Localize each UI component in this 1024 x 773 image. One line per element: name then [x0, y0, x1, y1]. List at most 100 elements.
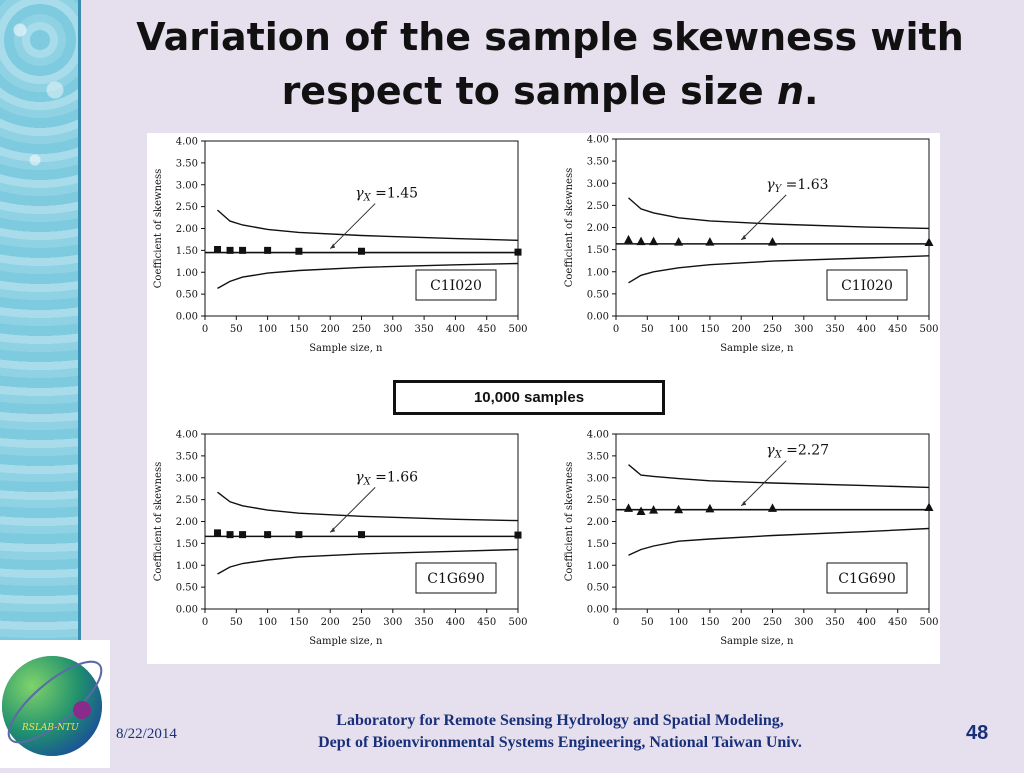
x-tick-label: 450 [477, 324, 496, 335]
y-tick-label: 3.00 [587, 473, 609, 484]
series-label-box [415, 269, 497, 301]
y-tick-label: 1.00 [587, 561, 609, 572]
y-tick-label: 1.00 [176, 268, 198, 279]
x-tick-label: 100 [258, 324, 277, 335]
y-tick-label: 2.00 [587, 517, 609, 528]
mean-point [674, 237, 684, 246]
series-upper-bound [217, 491, 519, 522]
x-tick-label: 300 [383, 324, 402, 335]
x-tick-label: 200 [321, 324, 340, 335]
x-axis-label: Sample size, n [720, 343, 794, 354]
y-tick-label: 1.50 [176, 246, 198, 257]
x-tick-label: 300 [794, 324, 813, 335]
y-axis-label: Coefficient of skewness [153, 462, 164, 581]
y-tick-label: 2.50 [587, 201, 609, 212]
gamma-value: =1.66 [371, 469, 418, 485]
mean-point [768, 503, 777, 512]
footer-lab-line1: Laboratory for Remote Sensing Hydrology … [336, 712, 784, 729]
slide-title-text: Variation of the sample skewness with re… [136, 15, 964, 113]
x-tick-label: 250 [763, 617, 782, 628]
x-tick-label: 400 [857, 324, 876, 335]
x-tick-label: 0 [202, 324, 208, 335]
mean-point [358, 247, 365, 255]
footer-date: 8/22/2014 [116, 726, 177, 742]
x-tick-label: 50 [230, 324, 243, 335]
y-tick-label: 0.00 [587, 605, 609, 616]
gamma-arrow [740, 460, 787, 507]
x-tick-label: 350 [415, 324, 434, 335]
y-tick-label: 0.00 [587, 312, 609, 323]
y-tick-label: 2.50 [176, 495, 198, 506]
mean-point [264, 531, 272, 539]
y-tick-label: 3.50 [587, 451, 609, 462]
y-axis-label: Coefficient of skewness [564, 462, 575, 581]
series-upper-bound [628, 197, 930, 230]
x-tick-label: 50 [641, 324, 654, 335]
mean-point [924, 502, 934, 511]
mean-point [624, 503, 634, 512]
x-tick-label: 200 [732, 324, 751, 335]
gamma-arrow-head [330, 243, 336, 249]
gamma-subscript: X [363, 476, 372, 487]
mean-point [226, 246, 234, 254]
slide-title-n: n [776, 69, 804, 113]
gamma-arrow [740, 194, 787, 241]
x-tick-label: 150 [700, 617, 719, 628]
y-axis-label: Coefficient of skewness [564, 168, 575, 287]
x-tick-label: 500 [508, 324, 527, 335]
series-label-text: C1G690 [838, 571, 896, 587]
mean-point [514, 248, 522, 256]
x-tick-label: 0 [613, 324, 619, 335]
y-tick-label: 2.50 [176, 202, 198, 213]
y-tick-label: 0.50 [176, 583, 198, 594]
mean-point [239, 531, 247, 539]
y-tick-label: 0.50 [587, 289, 609, 300]
mean-point [636, 236, 646, 246]
y-tick-label: 1.50 [176, 539, 198, 550]
x-tick-label: 450 [888, 617, 907, 628]
mean-point [214, 246, 222, 253]
x-tick-label: 500 [919, 324, 938, 335]
x-axis-label: Sample size, n [309, 343, 383, 354]
logo-globe-icon: RSLAB-NTU [2, 656, 103, 756]
y-tick-label: 1.50 [587, 245, 609, 256]
x-tick-label: 250 [352, 617, 371, 628]
x-tick-label: 400 [446, 617, 465, 628]
gamma-subscript: X [363, 193, 372, 204]
x-tick-label: 400 [446, 324, 465, 335]
y-tick-label: 3.00 [176, 473, 198, 484]
mean-point [705, 503, 715, 513]
skewness-charts: 0.00 0.50 1.00 1.50 2.00 2.50 3.00 3.50 4.00 0 50 1… [153, 135, 939, 648]
x-tick-label: 0 [202, 617, 208, 628]
x-tick-label: 200 [732, 617, 751, 628]
mean-point [768, 237, 777, 246]
y-tick-label: 2.00 [176, 224, 198, 235]
x-tick-label: 500 [919, 617, 938, 628]
x-tick-label: 100 [669, 324, 688, 335]
y-tick-label: 4.00 [587, 135, 609, 146]
samples-count-label: 10,000 samples [473, 389, 585, 406]
y-tick-label: 1.00 [176, 561, 198, 572]
y-tick-label: 0.50 [176, 290, 198, 301]
x-tick-label: 500 [508, 617, 527, 628]
y-tick-label: 0.00 [176, 605, 198, 616]
rslab-logo: RSLAB-NTU [0, 640, 110, 768]
gamma-arrow [329, 203, 376, 249]
chart-top-left: 0.00 0.50 1.00 1.50 2.00 2.50 3.00 3.50 4.00 0 50 1… [153, 137, 528, 355]
series-label-box [826, 269, 908, 301]
gamma-subscript: X [774, 450, 783, 461]
mean-point [636, 506, 646, 515]
samples-count-box: 10,000 samples [393, 380, 665, 415]
y-tick-label: 3.50 [587, 157, 609, 168]
y-tick-label: 3.00 [176, 180, 198, 191]
gamma-arrow-head [741, 234, 747, 240]
gamma-symbol: γ [766, 177, 775, 193]
x-tick-label: 100 [669, 617, 688, 628]
x-tick-label: 50 [641, 617, 654, 628]
mean-point [239, 246, 247, 254]
x-tick-label: 100 [258, 617, 277, 628]
series-label-text: C1G690 [427, 571, 485, 587]
chart-bottom-right: 0.00 0.50 1.00 1.50 2.00 2.50 3.00 3.50 4.00 0 50 1… [564, 430, 939, 648]
gamma-label: γY =1.63 [766, 177, 828, 195]
y-tick-label: 2.00 [587, 223, 609, 234]
